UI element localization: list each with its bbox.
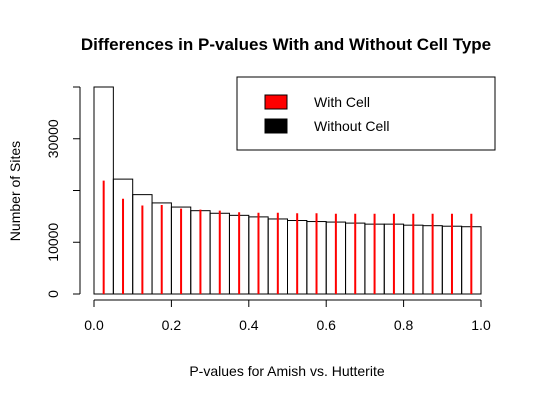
x-tick-label: 0.6	[316, 317, 336, 333]
y-axis: 0 10000 30000	[45, 86, 81, 298]
y-tick-label: 10000	[45, 223, 61, 262]
x-axis: 0.0 0.2 0.4 0.6 0.8 1.0	[84, 299, 491, 333]
x-tick-label: 0.0	[84, 317, 104, 333]
x-axis-label: P-values for Amish vs. Hutterite	[189, 363, 385, 379]
legend-swatch-with-cell	[264, 94, 288, 110]
legend-label-without-cell: Without Cell	[314, 118, 389, 134]
y-axis-label: Number of Sites	[7, 141, 23, 241]
y-tick-label: 0	[45, 290, 61, 298]
legend: With Cell Without Cell	[236, 76, 496, 151]
y-tick-label: 30000	[45, 119, 61, 158]
x-tick-label: 1.0	[471, 317, 491, 333]
legend-swatch-without-cell	[264, 118, 288, 134]
x-tick-label: 0.4	[239, 317, 259, 333]
with-cell-lines	[102, 180, 473, 294]
x-tick-label: 0.8	[394, 317, 414, 333]
legend-box	[236, 76, 496, 151]
legend-label-with-cell: With Cell	[314, 94, 370, 110]
chart-title: Differences in P-values With and Without…	[81, 35, 491, 54]
x-tick-label: 0.2	[162, 317, 182, 333]
